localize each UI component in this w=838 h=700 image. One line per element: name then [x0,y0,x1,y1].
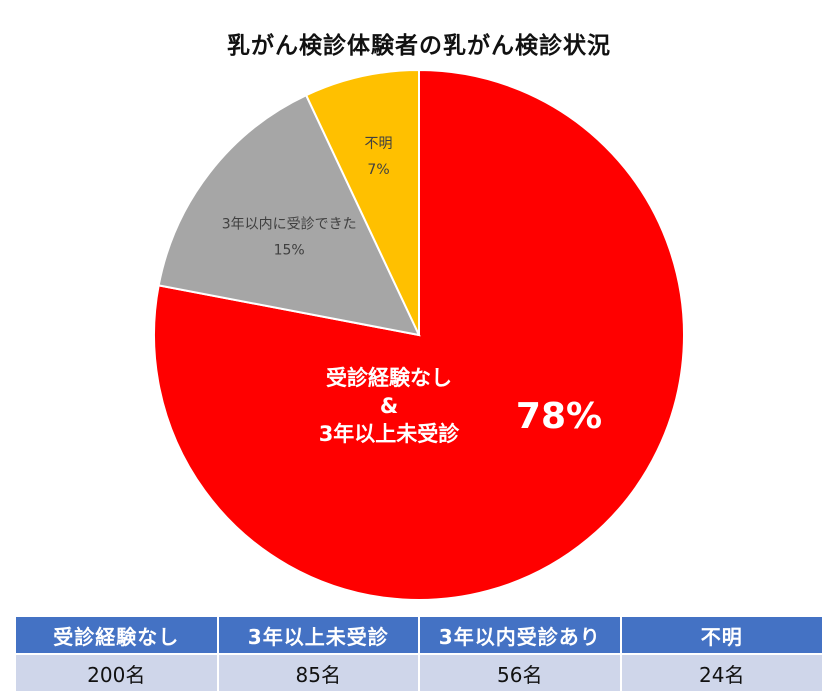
table-header-cell: 3年以上未受診 [217,617,420,654]
table-header-cell: 受診経験なし [16,617,219,654]
table-header-cell: 3年以内受診あり [419,617,622,654]
table-header-cell: 不明 [620,617,822,654]
chart-title: 乳がん検診体験者の乳がん検診状況 [227,33,611,59]
slice-label: 不明 [365,136,393,152]
slice-label: 3年以上未受診 [319,422,461,446]
table-cell: 24名 [620,653,822,691]
table-cell: 85名 [217,653,420,691]
slice-value-label: 7% [367,162,389,178]
table-row: 200名 85名 56名 24名 [16,653,822,691]
pie-slice [157,93,421,337]
slice-value-label: 15% [274,242,305,258]
table-cell: 56名 [419,653,622,691]
table-cell: 200名 [16,653,219,691]
slice-value-label: 78% [516,396,602,437]
pie-chart: 受診経験なし & 3年以上未受診 78% 3年以内に受診できた 15% 不明 7% [153,68,685,601]
slice-label: 受診経験なし [326,366,452,390]
data-table: 受診経験なし 3年以上未受診 3年以内受診あり 不明 200名 85名 56名 … [16,617,822,691]
slice-label: & [380,394,398,418]
pie-slice [304,68,420,336]
table-header-row: 受診経験なし 3年以上未受診 3年以内受診あり 不明 [16,617,822,654]
slice-label: 3年以内に受診できた [222,216,357,232]
